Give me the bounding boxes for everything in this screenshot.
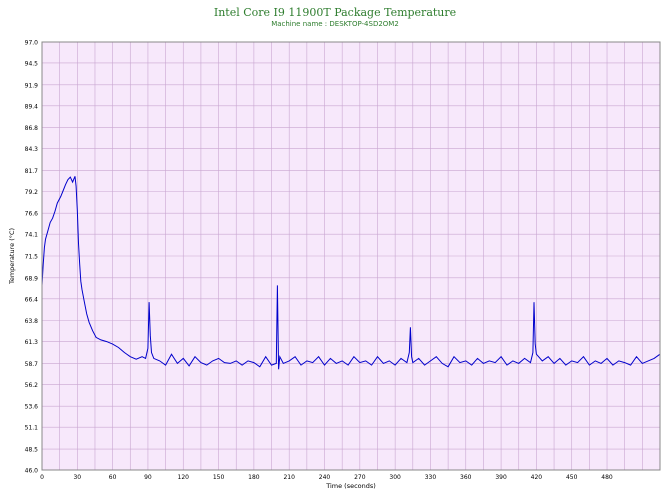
x-tick-label: 150	[213, 474, 225, 481]
x-tick-label: 240	[319, 474, 331, 481]
chart-subtitle: Machine name : DESKTOP-4SD2OM2	[271, 20, 399, 28]
y-tick-label: 48.5	[25, 447, 39, 454]
y-tick-label: 74.1	[25, 232, 39, 239]
x-tick-label: 270	[354, 474, 366, 481]
y-tick-label: 89.4	[25, 103, 39, 110]
y-tick-label: 91.9	[25, 82, 39, 89]
y-tick-label: 66.4	[25, 296, 39, 303]
x-tick-label: 0	[40, 474, 44, 481]
y-tick-label: 53.6	[25, 404, 39, 411]
y-tick-label: 76.6	[25, 211, 39, 218]
x-tick-label: 420	[531, 474, 543, 481]
chart-title: Intel Core I9 11900T Package Temperature	[213, 6, 457, 19]
y-tick-label: 46.0	[25, 468, 39, 475]
x-axis-label: Time (seconds)	[325, 482, 376, 490]
y-tick-label: 63.8	[25, 318, 39, 325]
x-tick-label: 90	[144, 474, 152, 481]
plot-border	[41, 41, 661, 471]
y-tick-label: 68.9	[25, 275, 39, 282]
y-tick-label: 61.3	[25, 339, 39, 346]
y-tick-label: 86.8	[25, 125, 39, 132]
y-tick-label: 94.5	[25, 60, 39, 67]
x-tick-label: 120	[178, 474, 190, 481]
series-line	[41, 176, 661, 370]
x-tick-label: 390	[495, 474, 507, 481]
y-tick-label: 84.3	[25, 146, 39, 153]
y-tick-label: 58.7	[25, 361, 39, 368]
x-tick-label: 210	[283, 474, 295, 481]
x-tick-label: 360	[460, 474, 472, 481]
y-tick-label: 56.2	[25, 382, 39, 389]
x-axis-ticks: 0 30 60 90 120 150 180 210 240 270 300 330 360 390 420…	[40, 474, 613, 481]
x-tick-label: 330	[425, 474, 437, 481]
y-tick-label: 51.1	[25, 425, 39, 432]
y-tick-label: 81.7	[25, 168, 39, 175]
y-tick-label: 97.0	[25, 40, 39, 47]
x-tick-label: 180	[248, 474, 260, 481]
x-tick-label: 300	[389, 474, 401, 481]
y-tick-label: 79.2	[25, 189, 39, 196]
x-tick-label: 480	[601, 474, 613, 481]
x-tick-label: 450	[566, 474, 578, 481]
x-tick-label: 30	[73, 474, 81, 481]
x-tick-label: 60	[109, 474, 117, 481]
y-axis-label: Temperature (°C)	[8, 228, 16, 285]
grid-lines	[42, 42, 660, 470]
y-axis-ticks: 46.0 48.5 51.1 53.6 56.2 58.7 61.3 63.8 66.4 68.9…	[25, 40, 39, 475]
y-tick-label: 71.5	[25, 254, 39, 261]
